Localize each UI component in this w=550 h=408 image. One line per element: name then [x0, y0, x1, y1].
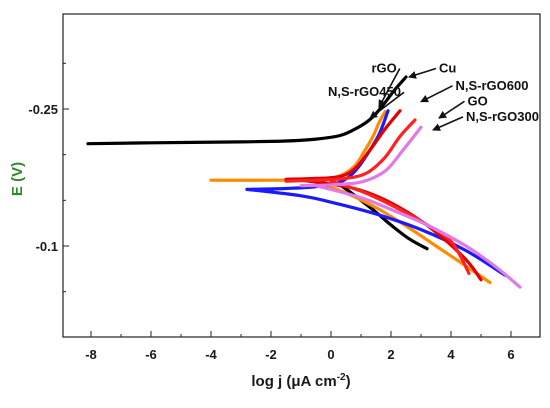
annotation-label: N,S-rGO300 [466, 109, 539, 124]
x-tick-label: -6 [145, 347, 157, 362]
series-line-n-s-rgo300 [314, 184, 522, 289]
annotation-arrow [438, 100, 465, 119]
y-axis: -0.25 -0.1 [28, 62, 69, 293]
annotation-label: GO [468, 93, 488, 108]
y-tick-label: -0.1 [36, 239, 58, 254]
series-line-n-s-rgo450 [245, 187, 507, 277]
y-axis-label: E (V) [9, 162, 26, 196]
annotation-arrow [420, 85, 453, 103]
annotation-label: N,S-rGO450 [328, 84, 401, 99]
x-tick-label: 2 [387, 347, 394, 362]
series-line-rgo [209, 110, 387, 182]
annotation-arrow [432, 116, 464, 131]
series-line-go [284, 118, 417, 183]
x-tick-label: 6 [507, 347, 514, 362]
series-line-rgo [314, 180, 492, 285]
annotation-label: Cu [439, 60, 456, 75]
series-line-n-s-rgo600 [299, 178, 483, 282]
series-line-cu [335, 181, 429, 251]
series-line-n-s-rgo600 [284, 109, 402, 181]
x-axis-label: log j (μA cm-2) [251, 372, 350, 390]
y-tick-label: -0.25 [28, 102, 58, 117]
plot-frame [62, 13, 541, 338]
x-axis: -8 -6 -4 -2 0 2 4 6 [85, 331, 515, 362]
annotation-arrow [369, 91, 405, 119]
series-line-n-s-rgo300 [299, 125, 423, 188]
x-tick-label: 4 [447, 347, 455, 362]
x-tick-label: -4 [205, 347, 217, 362]
x-tick-label: 0 [327, 347, 334, 362]
x-tick-label: -8 [85, 347, 97, 362]
annotation-label: rGO [372, 60, 397, 75]
x-tick-label: -2 [265, 347, 277, 362]
annotation-arrow [408, 67, 437, 79]
annotation-arrow [378, 68, 401, 109]
annotation-label: N,S-rGO600 [456, 78, 529, 93]
series-line-go [329, 179, 471, 275]
series-group [86, 75, 522, 289]
